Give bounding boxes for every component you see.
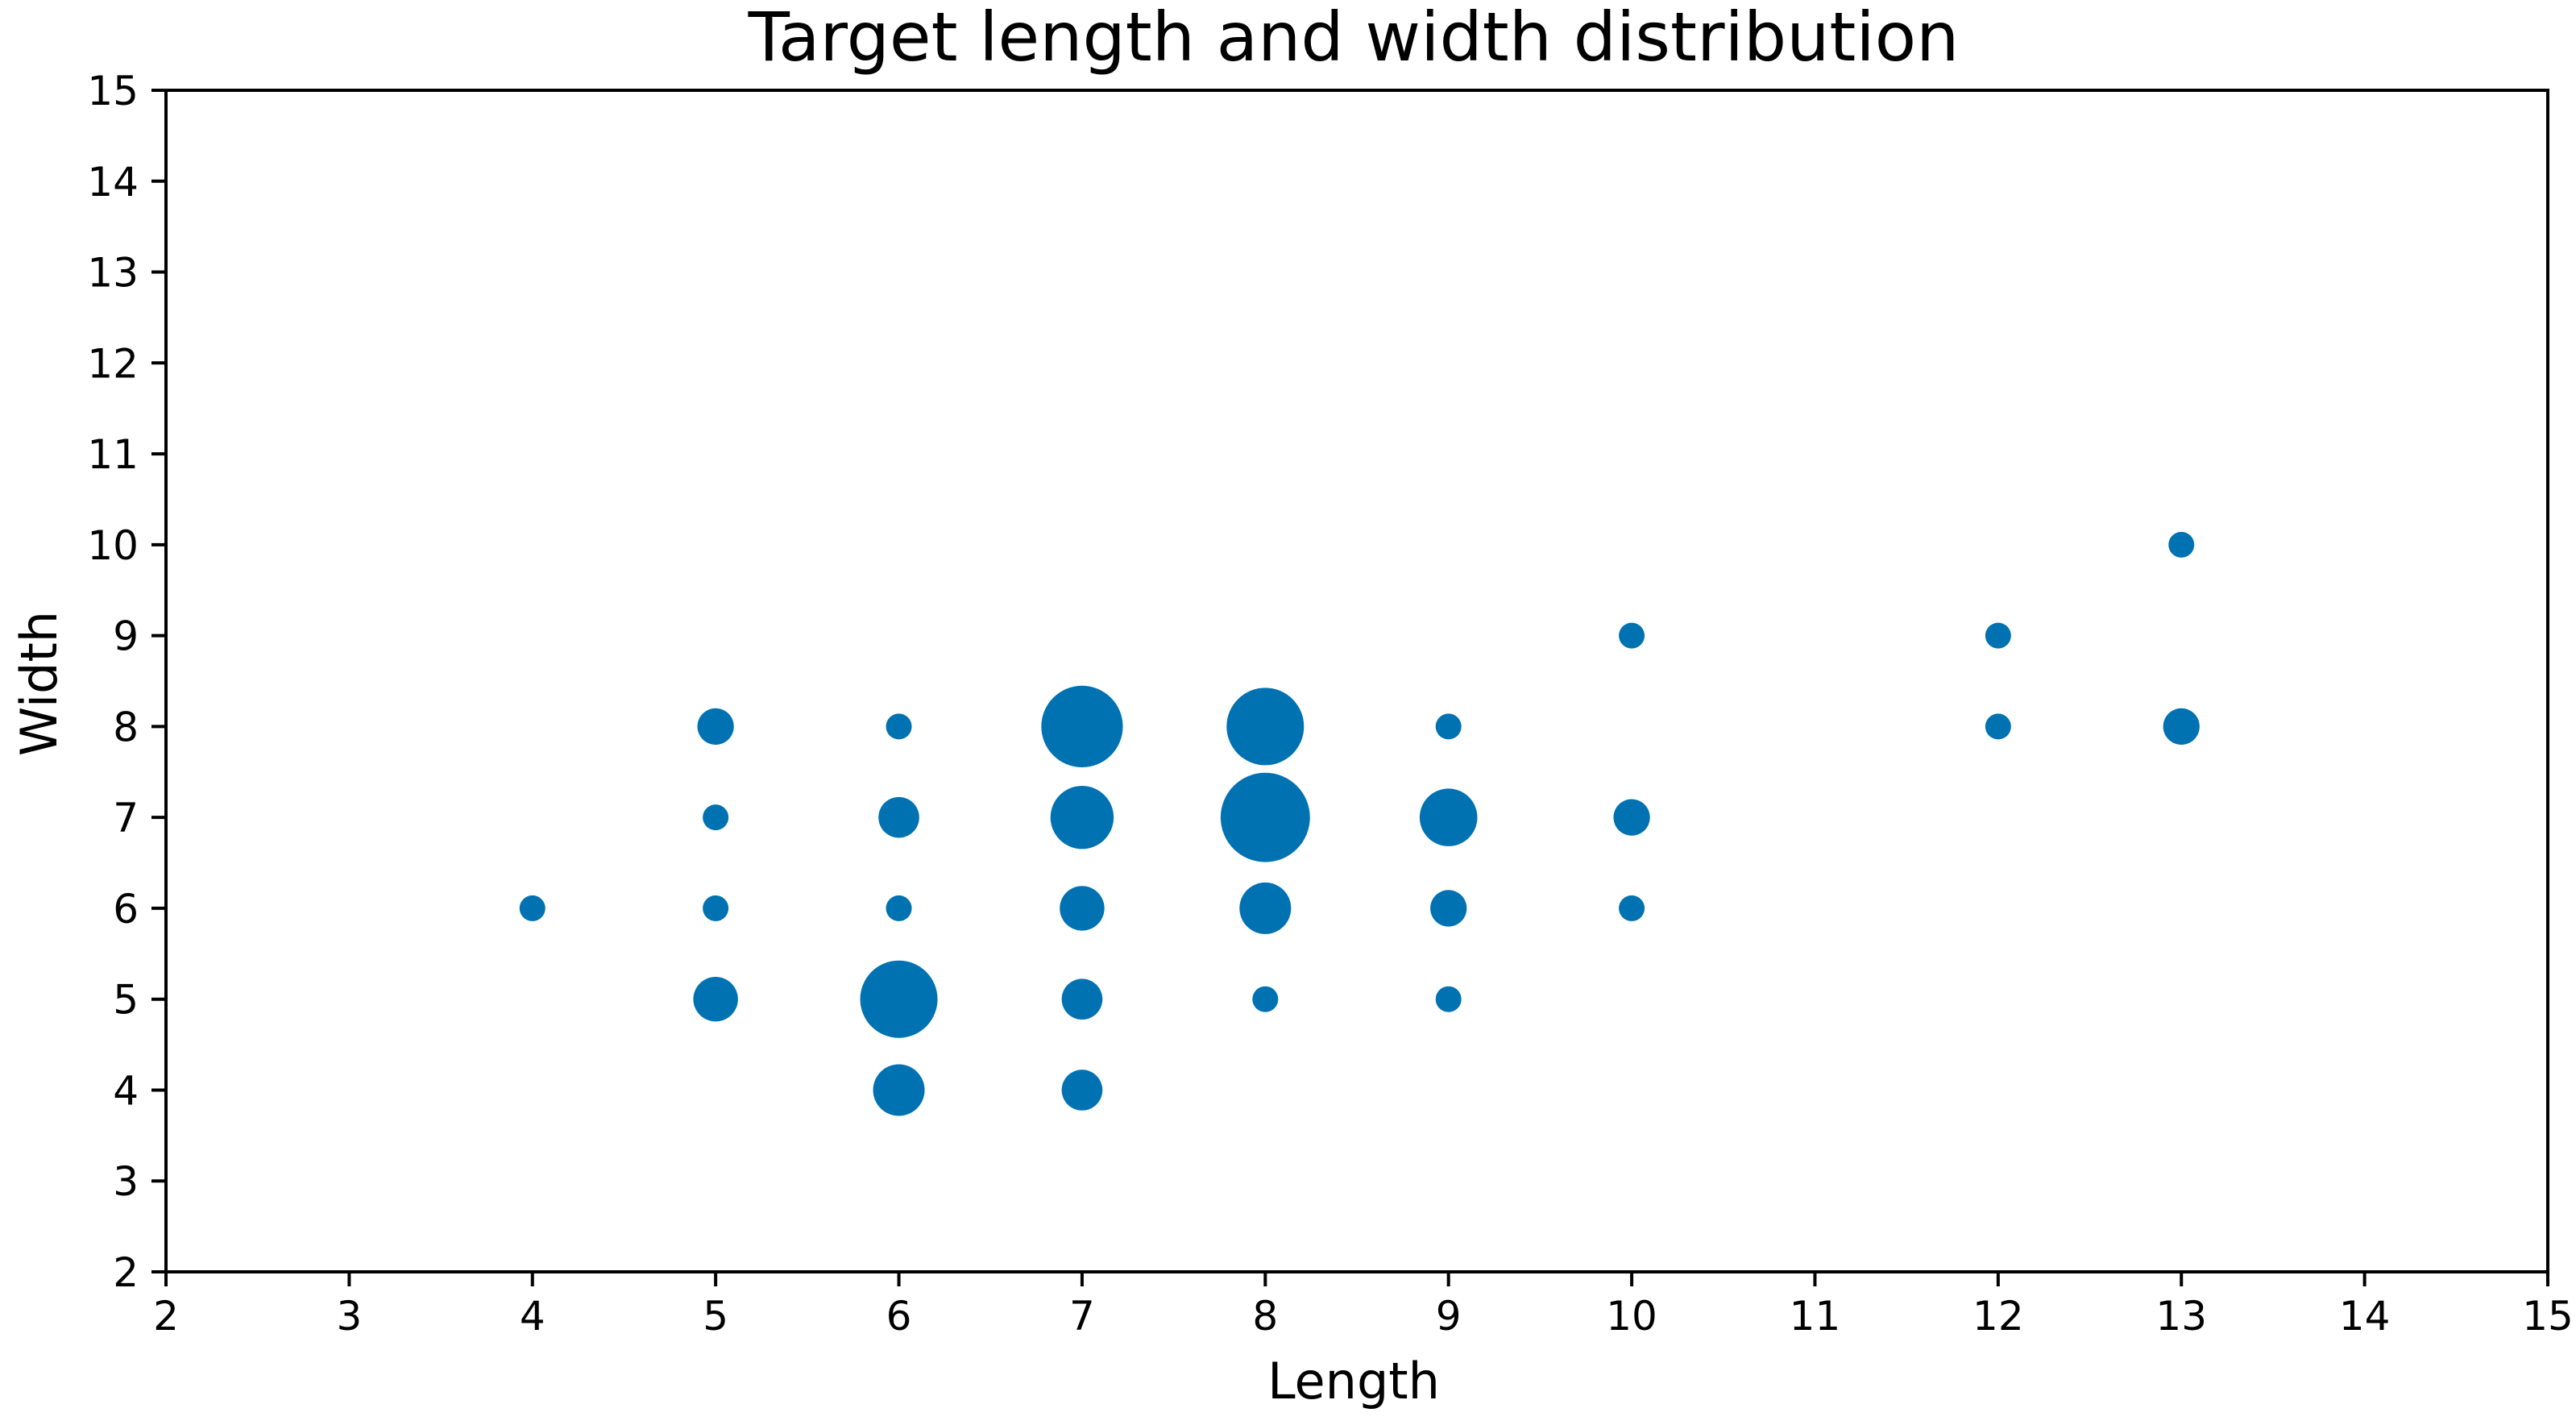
x-axis-label: Length — [1267, 1352, 1440, 1410]
plot-frame — [164, 89, 2549, 1273]
scatter-point — [697, 708, 734, 746]
x-tick-label: 8 — [1252, 1293, 1278, 1340]
x-tick-label: 5 — [703, 1293, 728, 1340]
scatter-point — [1435, 986, 1462, 1012]
scatter-point — [886, 713, 912, 740]
x-tick-label: 11 — [1790, 1293, 1841, 1340]
y-axis-label: Width — [10, 611, 68, 756]
x-tick-label: 2 — [153, 1293, 179, 1340]
x-tick-label: 7 — [1069, 1293, 1095, 1340]
x-tick-label: 6 — [886, 1293, 912, 1340]
y-tick-label: 14 — [87, 159, 139, 206]
scatter-point — [1060, 886, 1105, 931]
x-tick-label: 14 — [2339, 1293, 2391, 1340]
scatter-point — [1619, 622, 1645, 649]
scatter-point — [703, 804, 729, 831]
y-tick-label: 11 — [87, 431, 139, 478]
y-tick-label: 13 — [87, 250, 139, 297]
scatter-point — [1252, 986, 1279, 1012]
x-tick-label: 9 — [1436, 1293, 1462, 1340]
scatter-point — [1226, 688, 1305, 766]
x-tick-label: 12 — [1972, 1293, 2024, 1340]
x-tick-label: 15 — [2522, 1293, 2574, 1340]
scatter-point — [886, 895, 912, 921]
scatter-point — [1061, 978, 1103, 1020]
y-tick-label: 5 — [113, 977, 139, 1024]
chart-title: Target length and width distribution — [748, 0, 1960, 77]
scatter-point — [1435, 713, 1462, 740]
y-tick-label: 3 — [113, 1158, 139, 1205]
scatter-point — [860, 960, 938, 1038]
scatter-point — [1041, 685, 1123, 767]
data-points — [519, 531, 2200, 1116]
scatter-point — [1985, 622, 2011, 649]
scatter-point — [1985, 713, 2011, 740]
y-tick-label: 15 — [87, 68, 139, 114]
scatter-point — [1613, 799, 1650, 836]
x-tick-label: 10 — [1606, 1293, 1657, 1340]
y-tick-label: 12 — [87, 340, 139, 387]
scatter-point — [1050, 785, 1114, 850]
scatter-point — [1430, 890, 1467, 927]
scatter-point — [1419, 788, 1478, 846]
scatter-point — [519, 895, 545, 921]
scatter-point — [693, 976, 738, 1022]
x-tick-label: 3 — [336, 1293, 362, 1340]
scatter-point — [2168, 531, 2195, 558]
y-tick-label: 2 — [113, 1249, 139, 1296]
x-tick-label: 4 — [520, 1293, 545, 1340]
y-tick-label: 10 — [87, 522, 139, 569]
scatter-point — [1619, 895, 1645, 921]
y-tick-label: 7 — [113, 795, 139, 841]
y-tick-label: 8 — [113, 704, 139, 750]
y-tick-label: 4 — [113, 1067, 139, 1114]
y-tick-label: 9 — [113, 613, 139, 660]
scatter-point — [873, 1064, 925, 1116]
scatter-point — [878, 796, 919, 838]
x-tick-label: 13 — [2155, 1293, 2207, 1340]
scatter-point — [1239, 882, 1292, 934]
scatter-point — [1061, 1070, 1103, 1111]
axis-ticks: 2 3 4 5 6 7 8 9 10 11 12 13 14 15 2 3 4 5 6 7 8 9 10 11 12 13 14 15 — [87, 68, 2573, 1340]
scatter-point — [1220, 772, 1310, 862]
y-tick-label: 6 — [113, 886, 139, 933]
scatter-point — [703, 895, 729, 921]
scatter-point — [2163, 708, 2200, 746]
